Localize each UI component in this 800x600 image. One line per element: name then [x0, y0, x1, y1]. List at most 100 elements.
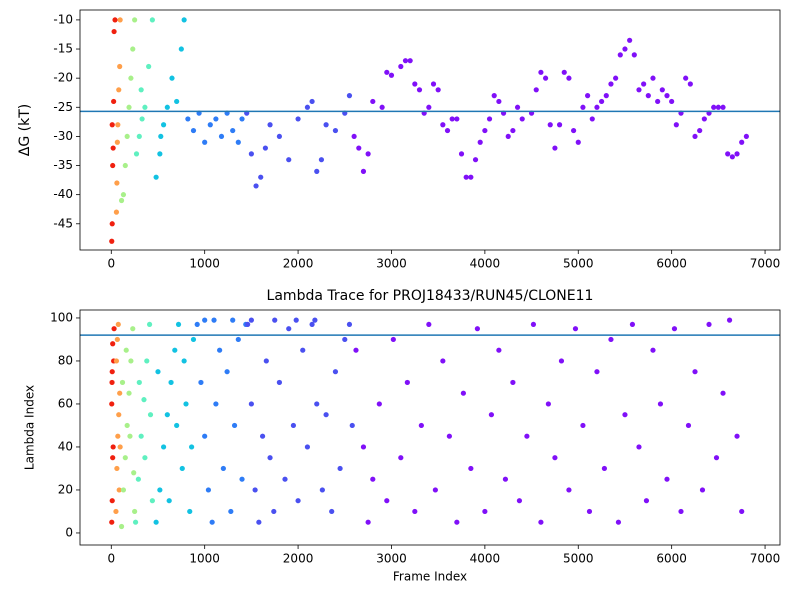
- point: [110, 341, 116, 347]
- point: [114, 180, 120, 186]
- point: [404, 379, 410, 386]
- point: [116, 87, 122, 93]
- point: [272, 317, 278, 323]
- point: [115, 321, 121, 328]
- x-tick-label: 7000: [750, 257, 781, 271]
- point: [356, 145, 362, 151]
- point: [426, 104, 432, 110]
- point: [530, 321, 537, 328]
- point: [552, 455, 558, 461]
- point: [412, 81, 418, 87]
- point: [516, 498, 523, 504]
- point: [109, 498, 115, 504]
- point: [706, 321, 712, 328]
- point: [117, 444, 123, 450]
- point: [697, 127, 703, 134]
- point: [454, 519, 460, 525]
- point: [692, 133, 698, 140]
- point: [309, 98, 315, 105]
- point: [556, 122, 563, 128]
- point: [235, 139, 241, 145]
- point: [440, 122, 446, 128]
- point: [111, 98, 117, 105]
- point: [179, 465, 185, 472]
- point: [174, 98, 180, 105]
- point: [496, 347, 502, 353]
- point: [304, 104, 311, 110]
- point: [123, 347, 129, 353]
- point: [655, 98, 661, 105]
- point: [601, 465, 608, 472]
- y-tick-label: -25: [53, 100, 73, 114]
- point: [622, 46, 628, 52]
- point: [725, 151, 731, 157]
- point: [164, 104, 170, 110]
- point: [430, 81, 437, 87]
- y-tick-label: -45: [53, 216, 73, 230]
- point: [444, 127, 451, 134]
- point: [398, 455, 404, 461]
- point: [183, 401, 189, 407]
- point: [631, 52, 637, 58]
- point: [384, 498, 390, 504]
- point: [460, 390, 466, 396]
- point: [267, 122, 273, 128]
- y-tick-label: -10: [53, 12, 73, 26]
- point: [109, 379, 115, 386]
- point: [692, 369, 698, 375]
- point: [645, 93, 651, 99]
- point: [172, 347, 178, 353]
- point: [130, 326, 136, 332]
- point: [643, 498, 650, 504]
- point: [146, 321, 153, 328]
- point: [119, 379, 126, 386]
- point: [608, 81, 614, 87]
- point: [144, 358, 150, 364]
- point: [113, 209, 120, 215]
- point: [230, 127, 236, 134]
- point: [323, 122, 329, 128]
- point: [120, 192, 127, 198]
- point: [166, 498, 172, 504]
- point: [510, 379, 516, 386]
- point: [449, 116, 455, 122]
- point: [432, 487, 438, 493]
- point: [370, 98, 376, 105]
- x-tick-label: 2000: [283, 552, 314, 566]
- point: [135, 476, 141, 482]
- point: [726, 317, 733, 323]
- point: [659, 87, 665, 93]
- point: [379, 104, 385, 110]
- point: [440, 358, 446, 364]
- point: [259, 433, 266, 439]
- point: [245, 321, 251, 328]
- point: [181, 17, 187, 23]
- point: [458, 151, 465, 157]
- point: [110, 455, 116, 461]
- point: [271, 508, 277, 515]
- point: [110, 145, 116, 151]
- point: [286, 157, 292, 163]
- point: [116, 487, 122, 493]
- point: [545, 401, 551, 407]
- point: [519, 116, 525, 122]
- point: [189, 444, 195, 450]
- point: [636, 87, 642, 93]
- point: [132, 17, 138, 23]
- point: [627, 37, 633, 43]
- point: [112, 17, 118, 23]
- point: [142, 455, 148, 461]
- point: [629, 321, 636, 328]
- point: [538, 519, 544, 525]
- x-tick-label: 5000: [563, 257, 594, 271]
- point: [715, 104, 721, 110]
- x-tick-label: 5000: [563, 552, 594, 566]
- point: [113, 508, 119, 515]
- point: [202, 433, 208, 439]
- point: [376, 401, 382, 407]
- point: [252, 487, 258, 493]
- point: [118, 523, 125, 530]
- point: [566, 75, 572, 81]
- x-tick-label: 2000: [283, 257, 314, 271]
